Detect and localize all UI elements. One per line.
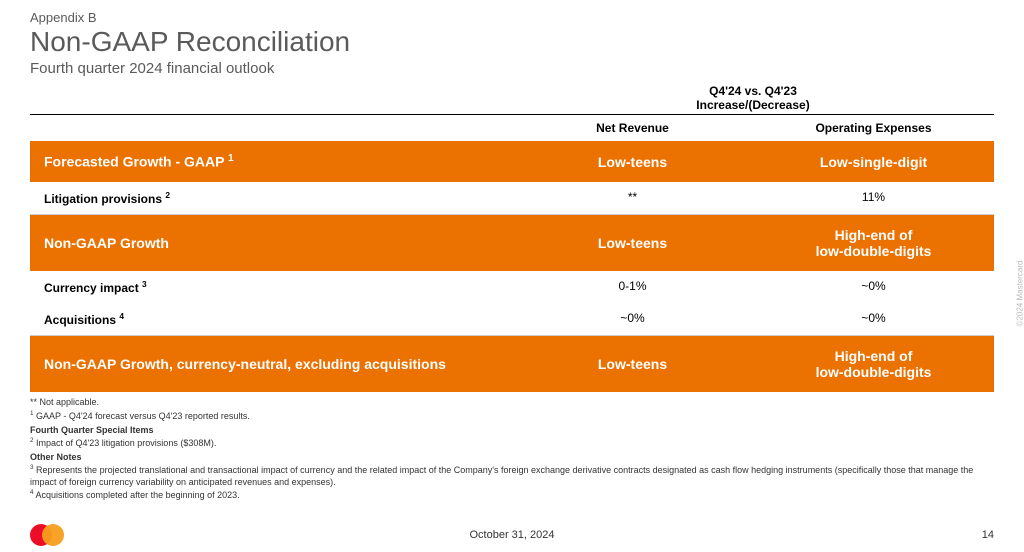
- footnote-star: ** Not applicable.: [30, 396, 994, 408]
- footnotes: ** Not applicable. 1 GAAP - Q4'24 foreca…: [0, 392, 1024, 501]
- table-row: Litigation provisions 2**11%: [30, 182, 994, 215]
- row-label: Litigation provisions 2: [30, 182, 512, 215]
- page-number: 14: [982, 529, 994, 541]
- row-label: Non-GAAP Growth, currency-neutral, exclu…: [30, 336, 512, 393]
- row-value-net-revenue: 0-1%: [512, 271, 753, 303]
- table-row: Forecasted Growth - GAAP 1Low-teensLow-s…: [30, 141, 994, 182]
- footnote-2: 2 Impact of Q4'23 litigation provisions …: [30, 437, 994, 449]
- row-value-net-revenue: **: [512, 182, 753, 215]
- table-row: Acquisitions 4~0%~0%: [30, 303, 994, 336]
- footnote-1: 1 GAAP - Q4'24 forecast versus Q4'23 rep…: [30, 410, 994, 422]
- row-value-net-revenue: Low-teens: [512, 336, 753, 393]
- row-value-operating-expenses: High-end of low-double-digits: [753, 336, 994, 393]
- row-label: Currency impact 3: [30, 271, 512, 303]
- table-row: Non-GAAP GrowthLow-teensHigh-end of low-…: [30, 215, 994, 272]
- column-header-operating-expenses: Operating Expenses: [753, 115, 994, 142]
- table-row: Currency impact 30-1%~0%: [30, 271, 994, 303]
- reconciliation-table: Q4'24 vs. Q4'23 Increase/(Decrease) Net …: [30, 83, 994, 393]
- footnote-4: 4 Acquisitions completed after the begin…: [30, 489, 994, 501]
- row-value-net-revenue: Low-teens: [512, 141, 753, 182]
- row-value-operating-expenses: 11%: [753, 182, 994, 215]
- row-value-operating-expenses: Low-single-digit: [753, 141, 994, 182]
- row-value-net-revenue: ~0%: [512, 303, 753, 336]
- appendix-label: Appendix B: [30, 10, 994, 25]
- row-label: Acquisitions 4: [30, 303, 512, 336]
- mastercard-logo-icon: [30, 524, 64, 546]
- footnote-section-other-notes: Other Notes: [30, 451, 994, 463]
- footer-date: October 31, 2024: [469, 529, 554, 541]
- footnote-section-special-items: Fourth Quarter Special Items: [30, 424, 994, 436]
- copyright-text: ©2024 Mastercard: [1016, 261, 1024, 327]
- row-value-operating-expenses: High-end of low-double-digits: [753, 215, 994, 272]
- row-label: Forecasted Growth - GAAP 1: [30, 141, 512, 182]
- page-title: Non-GAAP Reconciliation: [30, 27, 994, 58]
- table-row: Non-GAAP Growth, currency-neutral, exclu…: [30, 336, 994, 393]
- table-top-header: Q4'24 vs. Q4'23 Increase/(Decrease): [512, 83, 994, 115]
- footnote-3: 3 Represents the projected translational…: [30, 464, 994, 488]
- row-value-operating-expenses: ~0%: [753, 271, 994, 303]
- page-subtitle: Fourth quarter 2024 financial outlook: [30, 60, 994, 77]
- row-value-net-revenue: Low-teens: [512, 215, 753, 272]
- row-value-operating-expenses: ~0%: [753, 303, 994, 336]
- row-label: Non-GAAP Growth: [30, 215, 512, 272]
- column-header-net-revenue: Net Revenue: [512, 115, 753, 142]
